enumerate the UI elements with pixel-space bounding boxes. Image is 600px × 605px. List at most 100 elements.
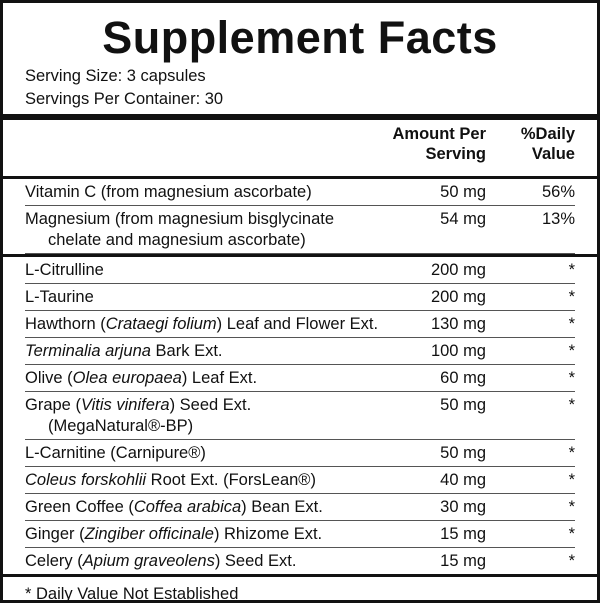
thick-rule <box>3 114 597 120</box>
name-segment: ) Leaf and Flower Ext. <box>216 315 379 333</box>
nutrient-row: L-Taurine 200 mg * <box>25 284 575 311</box>
amount: 15 mg <box>440 525 486 543</box>
daily-value: 13% <box>541 210 575 228</box>
name-segment: ) Seed Ext. <box>169 396 252 414</box>
nutrient-row: L-Carnitine (Carnipure®) 50 mg * <box>25 440 575 467</box>
name-line: (MegaNatural®-BP) <box>25 416 386 437</box>
title: Supplement Facts <box>102 12 498 63</box>
name-segment: Grape ( <box>25 396 81 414</box>
footnote: * Daily Value Not Established <box>25 585 239 603</box>
name-line: chelate and magnesium ascorbate) <box>25 230 386 251</box>
name-segment: Vitis vinifera <box>80 396 170 414</box>
servings-per-container: Servings Per Container: 30 <box>25 90 224 108</box>
amount: 130 mg <box>430 315 486 333</box>
name-segment: Olea europaea <box>72 369 182 387</box>
heading-line: Amount Per <box>392 125 486 143</box>
nutrient-name: Vitamin C (from magnesium ascorbate) <box>25 182 386 203</box>
name-line: Hawthorn (Crataegi folium) Leaf and Flow… <box>25 314 386 335</box>
daily-value: * <box>568 369 575 387</box>
name-segment: Magnesium (from magnesium bisglycinate <box>25 210 335 228</box>
name-line: L-Carnitine (Carnipure®) <box>25 443 386 464</box>
nutrient-name: Green Coffee (Coffea arabica) Bean Ext. <box>25 497 386 518</box>
name-segment: Coffea arabica <box>133 498 242 516</box>
nutrient-name: L-Carnitine (Carnipure®) <box>25 443 386 464</box>
amount: 50 mg <box>440 396 486 414</box>
name-segment: Celery ( <box>25 552 83 570</box>
amount: 50 mg <box>440 444 486 462</box>
name-line: Coleus forskohlii Root Ext. (ForsLean®) <box>25 470 386 491</box>
amount: 15 mg <box>440 552 486 570</box>
name-segment: ) Bean Ext. <box>241 498 323 516</box>
daily-value: * <box>568 288 575 306</box>
column-heading: Amount Per Serving <box>326 124 486 176</box>
rule <box>3 176 597 179</box>
name-line: Green Coffee (Coffea arabica) Bean Ext. <box>25 497 386 518</box>
nutrient-name: Terminalia arjuna Bark Ext. <box>25 341 386 362</box>
daily-value: * <box>568 471 575 489</box>
amount: 50 mg <box>440 183 486 201</box>
amount: 200 mg <box>430 261 486 279</box>
amount: 200 mg <box>430 288 486 306</box>
name-segment: Vitamin C (from magnesium ascorbate) <box>25 183 312 201</box>
column-header: Amount Per Serving %Daily Value <box>25 120 575 176</box>
nutrient-row: Magnesium (from magnesium bisglycinate ch… <box>25 206 575 254</box>
heading-line: Serving <box>425 145 486 163</box>
nutrient-table: Vitamin C (from magnesium ascorbate) 50 m… <box>3 176 597 574</box>
name-line: L-Citrulline <box>25 260 386 281</box>
nutrient-name: Magnesium (from magnesium bisglycinate ch… <box>25 209 386 251</box>
nutrient-row: Coleus forskohlii Root Ext. (ForsLean®) 4… <box>25 467 575 494</box>
serving-size: Serving Size: 3 capsules <box>25 67 206 85</box>
nutrient-row: Vitamin C (from magnesium ascorbate) 50 m… <box>25 179 575 206</box>
amount: 30 mg <box>440 498 486 516</box>
daily-value: * <box>568 342 575 360</box>
name-line: Ginger (Zingiber officinale) Rhizome Ext… <box>25 524 386 545</box>
nutrient-row: Ginger (Zingiber officinale) Rhizome Ext… <box>25 521 575 548</box>
nutrient-name: Celery (Apium graveolens) Seed Ext. <box>25 551 386 572</box>
daily-value: * <box>568 498 575 516</box>
amount: 100 mg <box>430 342 486 360</box>
name-segment: Green Coffee ( <box>25 498 134 516</box>
nutrient-row: L-Citrulline 200 mg * <box>25 257 575 284</box>
name-segment: Root Ext. (ForsLean®) <box>146 471 316 489</box>
daily-value: * <box>568 261 575 279</box>
daily-value: * <box>568 444 575 462</box>
daily-value: * <box>568 396 575 414</box>
name-segment: Apium graveolens <box>82 552 215 570</box>
nutrient-row: Hawthorn (Crataegi folium) Leaf and Flow… <box>25 311 575 338</box>
name-segment: Olive ( <box>25 369 73 387</box>
heading-line: Value <box>531 145 575 163</box>
name-segment: Bark Ext. <box>150 342 223 360</box>
name-segment: Zingiber officinale <box>84 525 214 543</box>
amount: 40 mg <box>440 471 486 489</box>
name-segment: (MegaNatural®-BP) <box>48 417 194 435</box>
nutrient-row: Olive (Olea europaea) Leaf Ext. 60 mg * <box>25 365 575 392</box>
name-segment: chelate and magnesium ascorbate) <box>48 231 306 249</box>
nutrient-row: Grape (Vitis vinifera) Seed Ext. (MegaNat… <box>25 392 575 440</box>
daily-value: * <box>568 315 575 333</box>
nutrient-name: L-Taurine <box>25 287 386 308</box>
daily-value: * <box>568 552 575 570</box>
name-segment: Hawthorn ( <box>25 315 106 333</box>
name-line: Grape (Vitis vinifera) Seed Ext. <box>25 395 386 416</box>
nutrient-name: Coleus forskohlii Root Ext. (ForsLean®) <box>25 470 386 491</box>
name-line: Vitamin C (from magnesium ascorbate) <box>25 182 386 203</box>
daily-value: * <box>568 525 575 543</box>
name-segment: Terminalia arjuna <box>25 342 151 360</box>
name-segment: L-Citrulline <box>25 261 104 279</box>
rule <box>3 574 597 577</box>
name-segment: Ginger ( <box>25 525 85 543</box>
name-segment: L-Carnitine (Carnipure®) <box>25 444 206 462</box>
nutrient-name: L-Citrulline <box>25 260 386 281</box>
name-line: Terminalia arjuna Bark Ext. <box>25 341 386 362</box>
nutrient-name: Grape (Vitis vinifera) Seed Ext. (MegaNat… <box>25 395 386 437</box>
amount: 60 mg <box>440 369 486 387</box>
name-segment: ) Leaf Ext. <box>181 369 258 387</box>
name-line: Celery (Apium graveolens) Seed Ext. <box>25 551 386 572</box>
nutrient-row: Celery (Apium graveolens) Seed Ext. 15 mg… <box>25 548 575 574</box>
column-heading: %Daily Value <box>486 124 575 176</box>
rule <box>3 254 597 257</box>
name-line: Olive (Olea europaea) Leaf Ext. <box>25 368 386 389</box>
daily-value: 56% <box>541 183 575 201</box>
